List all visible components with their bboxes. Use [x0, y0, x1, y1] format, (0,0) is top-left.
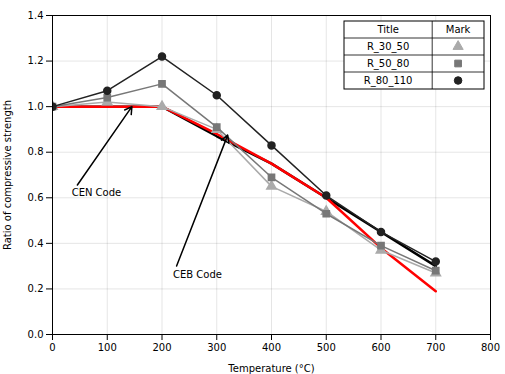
svg-text:800: 800	[481, 342, 500, 353]
svg-text:CEB Code: CEB Code	[173, 269, 222, 280]
svg-text:600: 600	[371, 342, 390, 353]
svg-text:200: 200	[152, 342, 171, 353]
svg-text:100: 100	[98, 342, 117, 353]
svg-text:Title: Title	[376, 24, 398, 35]
svg-text:1.4: 1.4	[28, 10, 44, 21]
svg-text:R_80_110: R_80_110	[364, 75, 413, 87]
svg-text:1.2: 1.2	[28, 55, 44, 66]
svg-text:1.0: 1.0	[28, 101, 44, 112]
svg-text:0.4: 0.4	[28, 238, 44, 249]
svg-text:0.6: 0.6	[28, 192, 44, 203]
svg-text:700: 700	[426, 342, 445, 353]
svg-text:0.0: 0.0	[28, 329, 44, 340]
svg-text:0: 0	[49, 342, 55, 353]
svg-text:300: 300	[207, 342, 226, 353]
svg-text:0.2: 0.2	[28, 283, 44, 294]
svg-text:500: 500	[317, 342, 336, 353]
svg-text:0.8: 0.8	[28, 146, 44, 157]
svg-text:R_30_50: R_30_50	[367, 41, 409, 53]
svg-text:Ratio of compressive strength: Ratio of compressive strength	[2, 100, 13, 250]
svg-text:400: 400	[262, 342, 281, 353]
svg-text:R_50_80: R_50_80	[367, 58, 409, 70]
svg-text:CEN Code: CEN Code	[72, 187, 122, 198]
svg-text:Mark: Mark	[446, 24, 471, 35]
svg-text:Temperature (°C): Temperature (°C)	[227, 363, 314, 374]
